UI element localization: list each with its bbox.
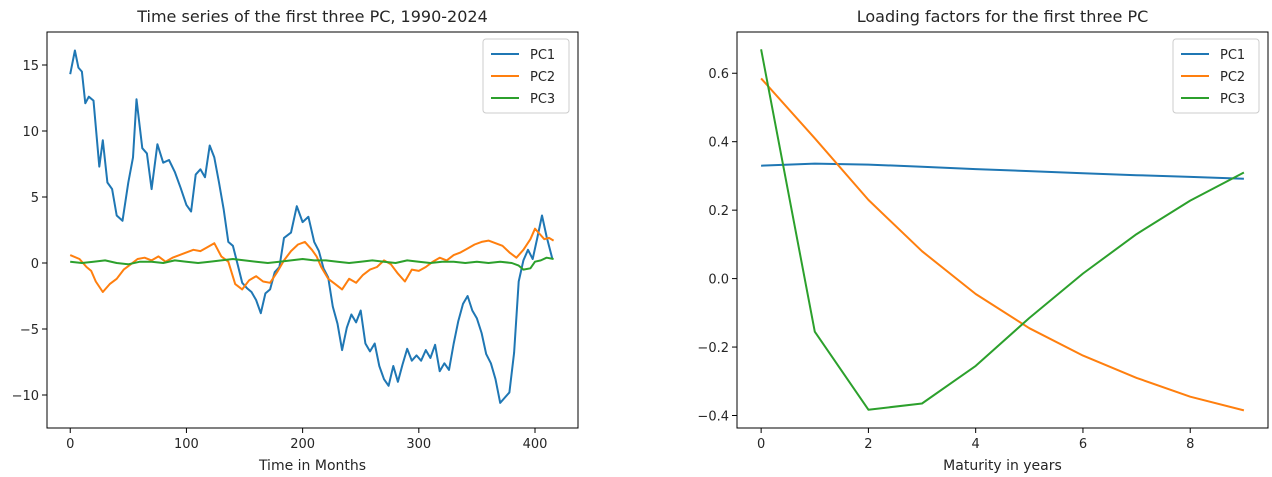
legend-label-pc3: PC3	[530, 92, 555, 107]
x-tick-label: 0	[66, 437, 74, 452]
x-tick-label: 2	[864, 437, 872, 452]
y-tick-label: 0.6	[708, 67, 729, 82]
plot-area	[69, 49, 555, 404]
x-tick-label: 0	[757, 437, 765, 452]
series-line-pc1	[69, 49, 554, 404]
series-line-pc3	[70, 256, 554, 271]
plot-frame	[46, 31, 579, 429]
series-line-pc2	[760, 77, 1245, 412]
x-axis-label: Time in Months	[258, 458, 366, 474]
legend: PC1 PC2 PC3	[1172, 38, 1260, 114]
x-tick-label: 400	[523, 437, 548, 452]
y-tick-label: −0.4	[697, 410, 729, 425]
legend-label-pc2: PC2	[530, 70, 555, 85]
x-tick-label: 200	[290, 437, 315, 452]
x-tick-label: 6	[1079, 437, 1087, 452]
legend-label-pc1: PC1	[1220, 48, 1245, 63]
series-line-pc3	[760, 49, 1245, 411]
chart-title: Time series of the first three PC, 1990-…	[136, 7, 488, 26]
chart-1: Time series of the first three PC, 1990-…	[12, 7, 579, 474]
x-axis-label: Maturity in years	[943, 458, 1062, 474]
y-tick-label: 0	[31, 257, 39, 272]
x-tick-label: 8	[1186, 437, 1194, 452]
legend-label-pc2: PC2	[1220, 70, 1245, 85]
y-tick-label: 0.2	[708, 204, 729, 219]
plot-area	[760, 49, 1245, 412]
y-tick-label: 0.4	[708, 136, 729, 151]
y-tick-label: 10	[22, 125, 39, 140]
legend-box	[482, 38, 570, 114]
legend-label-pc3: PC3	[1220, 92, 1245, 107]
series-line-pc1	[761, 162, 1244, 180]
y-tick-label: 0.0	[708, 273, 729, 288]
x-tick-label: 100	[174, 437, 199, 452]
legend: PC1 PC2 PC3	[482, 38, 570, 114]
y-tick-label: 5	[31, 191, 39, 206]
legend-label-pc1: PC1	[530, 48, 555, 63]
y-tick-label: −0.2	[697, 341, 729, 356]
y-tick-label: −5	[20, 323, 39, 338]
plot-frame	[736, 31, 1269, 429]
x-tick-label: 300	[406, 437, 431, 452]
y-tick-label: 15	[22, 59, 39, 74]
y-tick-label: −10	[12, 389, 39, 404]
chart-title: Loading factors for the first three PC	[857, 7, 1149, 26]
chart-2: Loading factors for the first three PC 0 2…	[697, 7, 1269, 474]
x-tick-label: 4	[972, 437, 980, 452]
legend-box	[1172, 38, 1260, 114]
series-line-pc2	[69, 227, 555, 293]
